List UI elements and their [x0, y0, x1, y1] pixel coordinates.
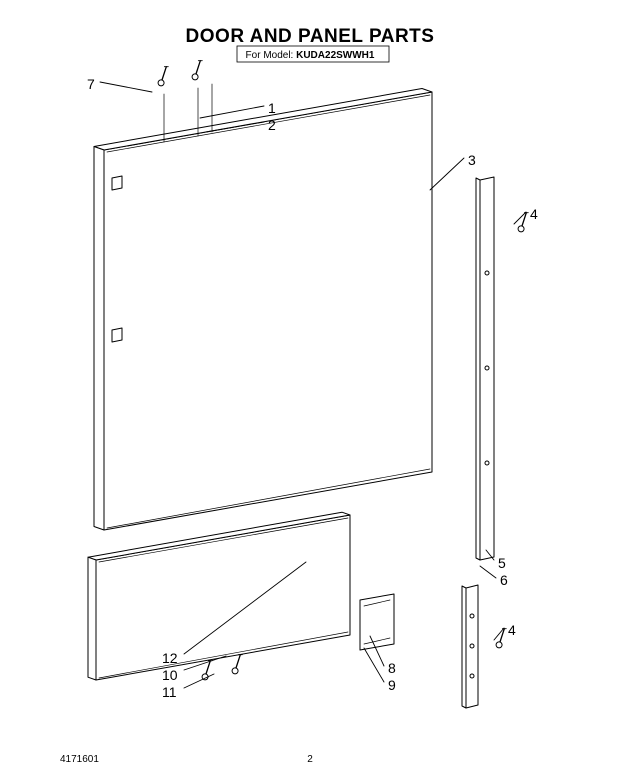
callout-8: 8: [388, 660, 396, 676]
callout-2: 2: [268, 117, 276, 133]
callout-4: 4: [508, 622, 516, 638]
callout-10: 10: [162, 667, 178, 683]
callout-6: 6: [500, 572, 508, 588]
callout-4: 4: [530, 206, 538, 222]
exploded-diagram: [0, 0, 620, 783]
footer-ref: 4171601: [60, 754, 99, 765]
callout-12: 12: [162, 650, 178, 666]
callout-3: 3: [468, 152, 476, 168]
callout-5: 5: [498, 555, 506, 571]
callout-7: 7: [87, 76, 95, 92]
callout-9: 9: [388, 677, 396, 693]
callout-11: 11: [162, 684, 177, 700]
footer-page: 2: [307, 754, 313, 765]
callout-1: 1: [268, 100, 276, 116]
